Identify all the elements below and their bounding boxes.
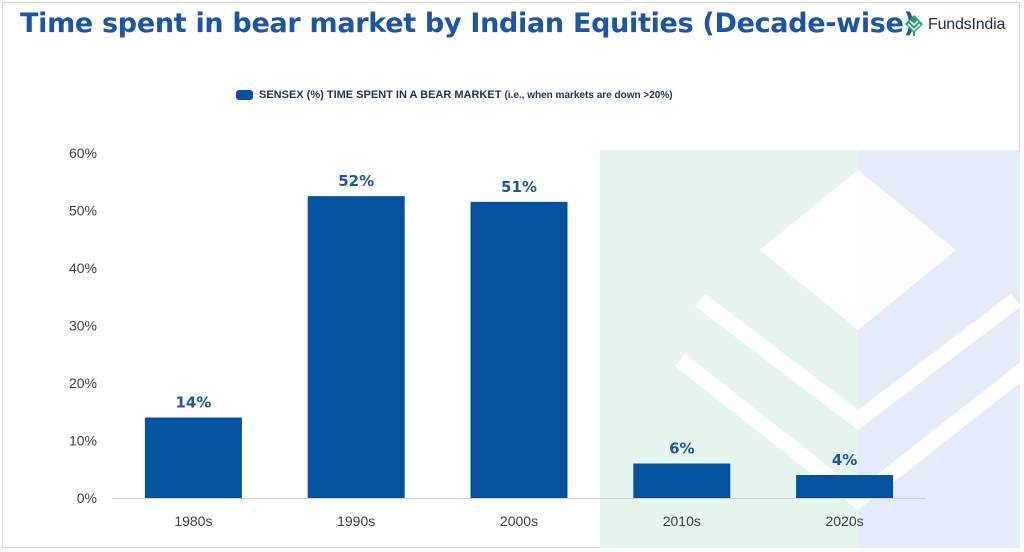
x-tick-label: 2000s — [500, 513, 538, 529]
logo-text: FundsIndia — [928, 16, 1006, 33]
bar — [307, 196, 405, 498]
bar — [796, 475, 894, 498]
y-tick-label: 60% — [69, 145, 97, 161]
data-label: 52% — [338, 172, 374, 190]
x-tick-label: 1990s — [337, 513, 375, 529]
bar — [633, 463, 731, 498]
data-label: 14% — [175, 394, 211, 412]
x-tick-label: 2010s — [663, 513, 701, 529]
bar — [144, 417, 242, 498]
data-label: 4% — [832, 451, 857, 469]
legend-note: (i.e., when markets are down >20%) — [504, 89, 673, 101]
bar — [470, 201, 568, 498]
chart-legend: SENSEX (%) TIME SPENT IN A BEAR MARKET (… — [236, 89, 673, 101]
y-tick-label: 10% — [69, 433, 97, 449]
page-title: Time spent in bear market by Indian Equi… — [20, 8, 916, 39]
y-tick-label: 30% — [69, 318, 97, 334]
data-label: 6% — [669, 440, 694, 458]
funds-india-logo: FundsIndia — [904, 14, 1005, 36]
y-tick-label: 40% — [69, 260, 97, 276]
data-label: 51% — [501, 178, 537, 196]
legend-label: SENSEX (%) TIME SPENT IN A BEAR MARKET — [259, 89, 502, 101]
legend-swatch — [236, 90, 253, 100]
leaf-icon — [905, 15, 923, 36]
x-tick-label: 1980s — [174, 513, 212, 529]
x-tick-label: 2020s — [826, 513, 864, 529]
y-tick-label: 0% — [77, 490, 97, 506]
y-tick-label: 20% — [69, 375, 97, 391]
y-tick-label: 50% — [69, 203, 97, 219]
